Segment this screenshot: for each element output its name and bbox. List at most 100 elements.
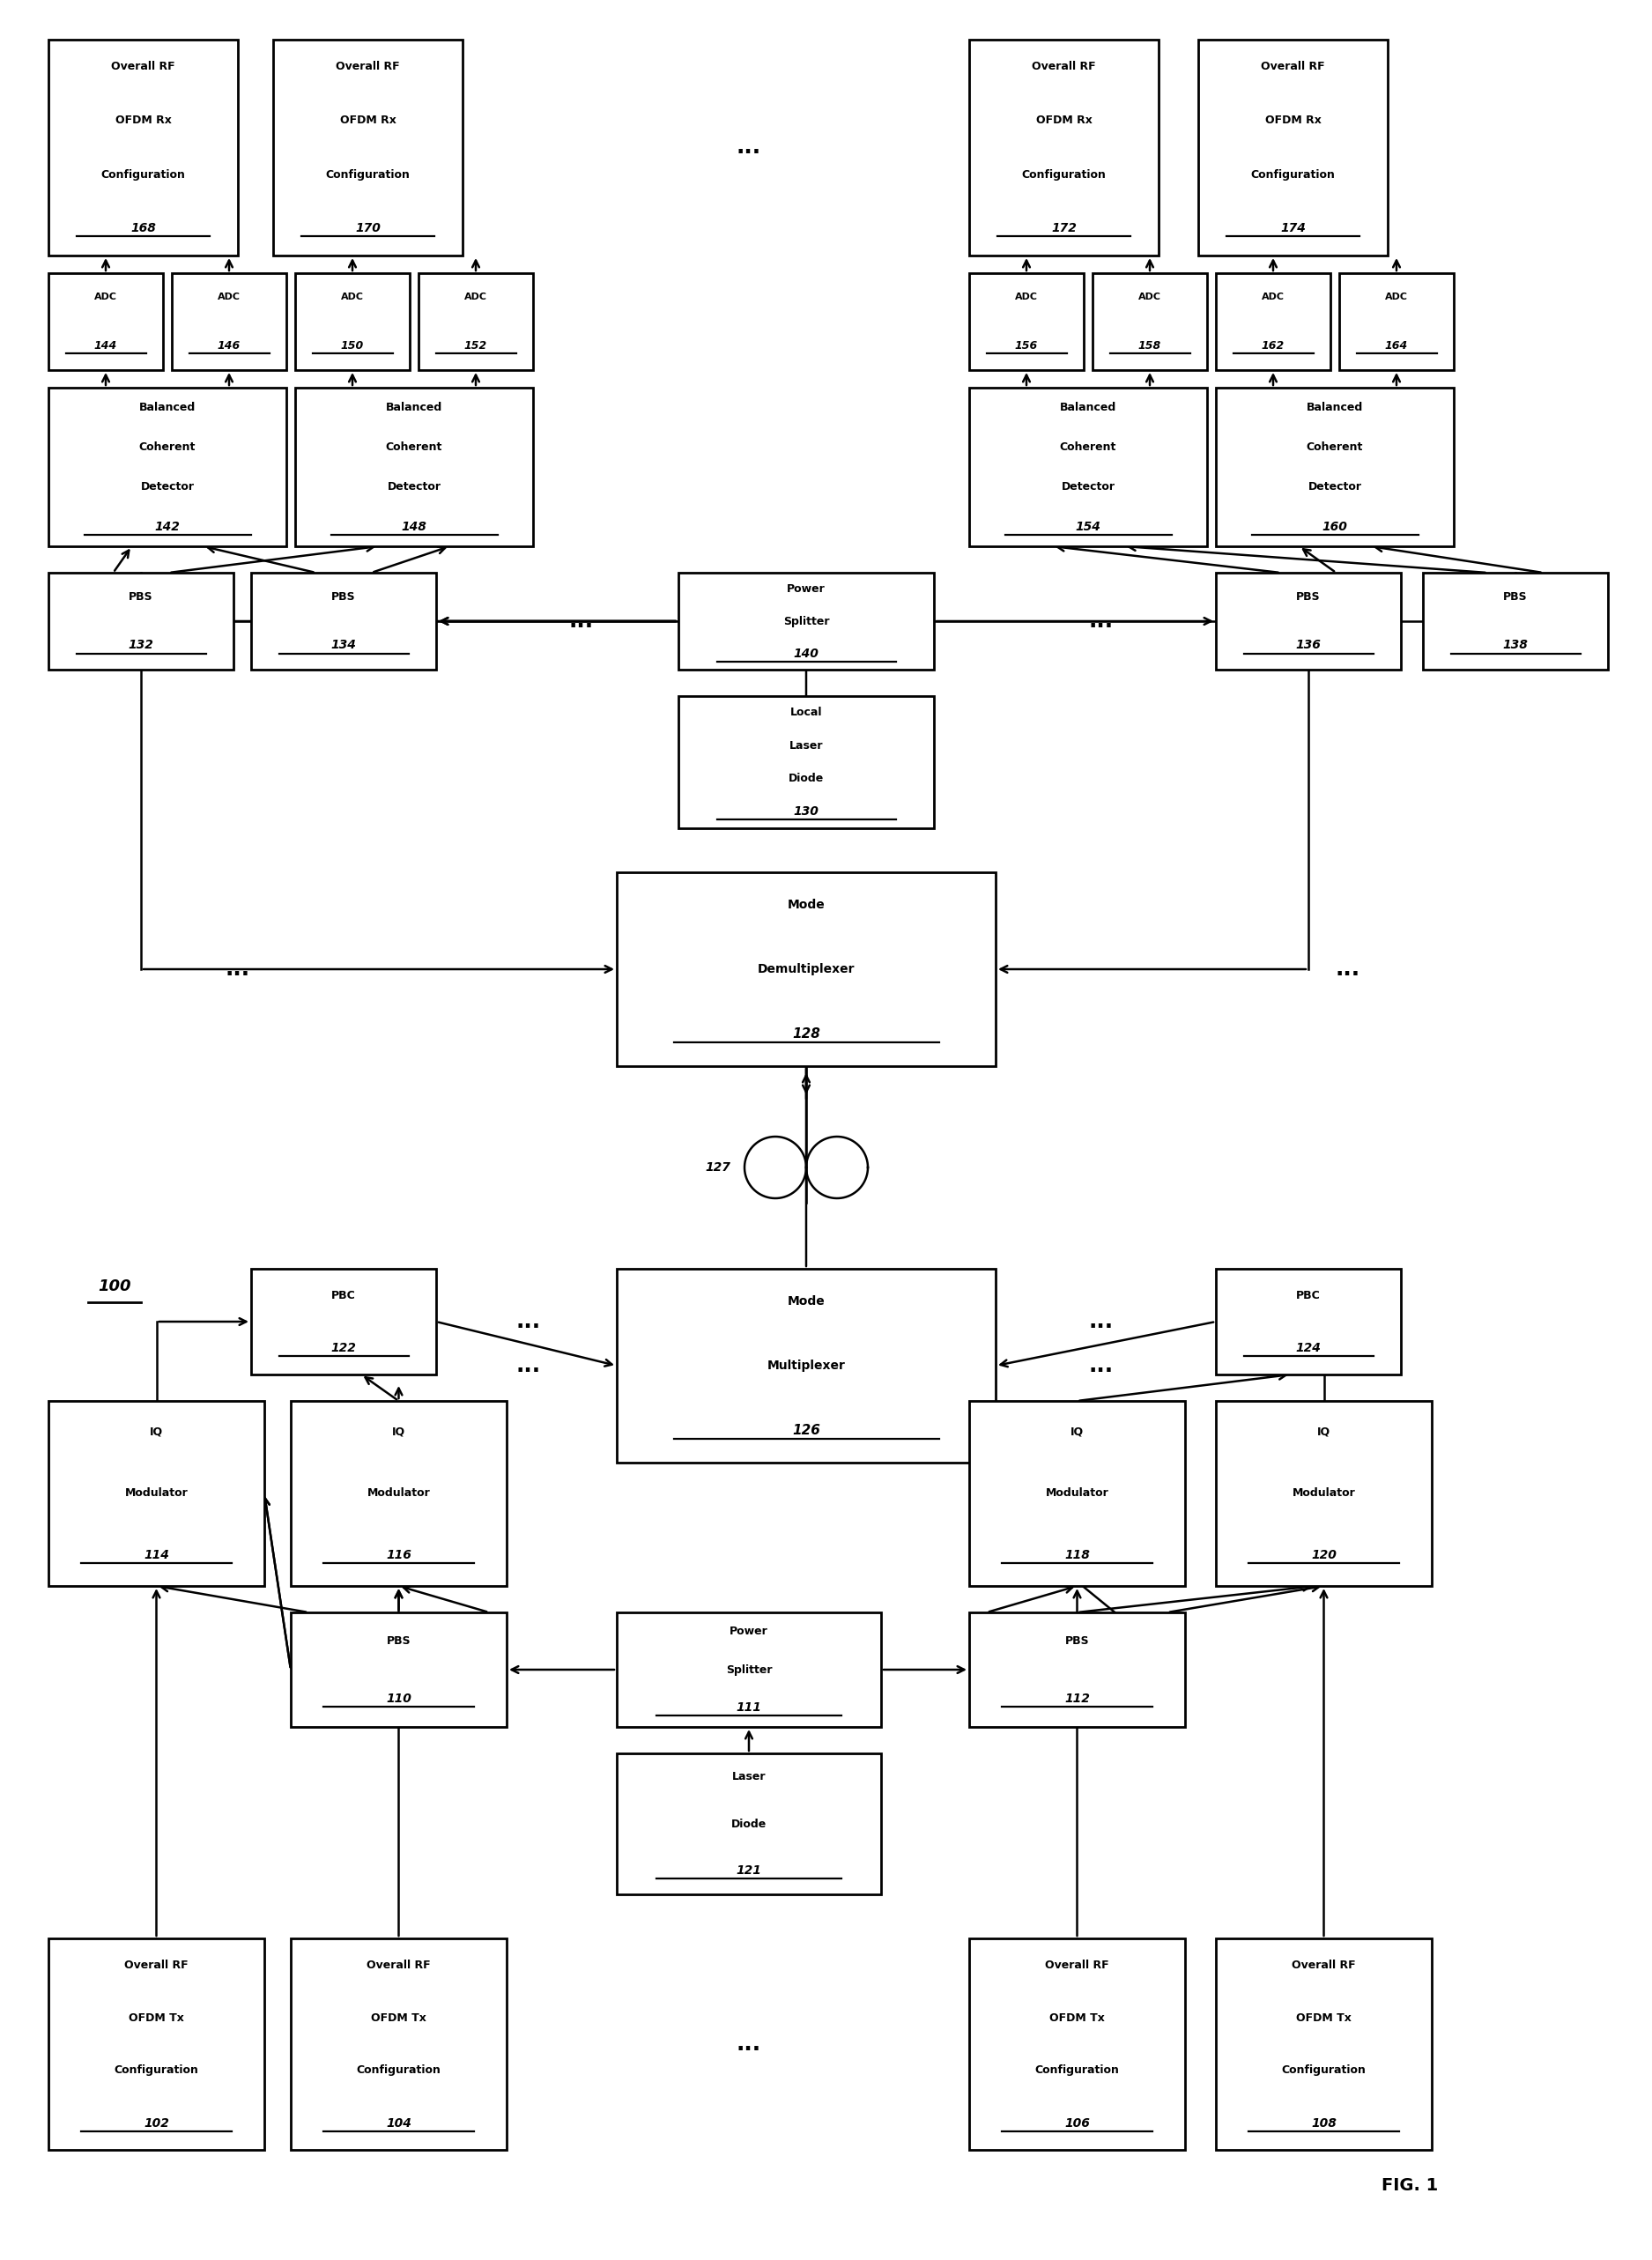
Text: ...: ... [1089,1356,1113,1376]
Text: IQ: IQ [1070,1426,1084,1437]
Bar [679,572,933,669]
Bar [1216,389,1454,547]
Text: Detector: Detector [140,481,195,493]
Text: ...: ... [1335,958,1361,981]
Text: OFDM Rx: OFDM Rx [340,115,396,127]
Text: 168: 168 [131,221,155,235]
Text: ADC: ADC [464,294,487,303]
Text: Configuration: Configuration [1021,170,1107,181]
Text: Modulator: Modulator [367,1487,430,1498]
Text: Power: Power [786,583,826,594]
Text: 128: 128 [793,1028,819,1040]
Text: 120: 120 [1312,1548,1336,1562]
Text: Balanced: Balanced [1307,402,1363,414]
Text: 150: 150 [340,339,363,353]
Bar [296,389,534,547]
Text: Modulator: Modulator [126,1487,188,1498]
Text: 138: 138 [1503,640,1528,651]
Bar [970,389,1208,547]
Text: ...: ... [568,610,595,633]
Bar [616,1268,996,1462]
Bar [251,1268,436,1374]
Text: 154: 154 [1075,520,1100,533]
Text: Coherent: Coherent [1061,441,1117,452]
Text: Diode: Diode [788,773,824,784]
Text: Configuration: Configuration [101,170,185,181]
Text: Overall RF: Overall RF [335,61,400,72]
Bar [291,1939,507,2149]
Bar [1216,1268,1401,1374]
Text: PBS: PBS [387,1636,411,1648]
Text: 121: 121 [737,1864,762,1878]
Text: Modulator: Modulator [1046,1487,1108,1498]
Text: 111: 111 [737,1702,762,1713]
Text: Power: Power [730,1625,768,1636]
Text: 126: 126 [793,1424,819,1437]
Text: OFDM Tx: OFDM Tx [372,2011,426,2023]
Text: Detector: Detector [387,481,441,493]
Text: PBS: PBS [1066,1636,1089,1648]
Text: Overall RF: Overall RF [111,61,175,72]
Text: 174: 174 [1280,221,1305,235]
Text: 110: 110 [387,1693,411,1704]
Text: Configuration: Configuration [325,170,410,181]
Text: Modulator: Modulator [1292,1487,1355,1498]
Text: PBC: PBC [332,1290,355,1302]
Bar [1216,1401,1432,1587]
Text: PBS: PBS [1297,592,1320,603]
Text: ADC: ADC [94,294,117,303]
Text: PBC: PBC [1297,1290,1320,1302]
Text: OFDM Rx: OFDM Rx [1036,115,1092,127]
Text: 108: 108 [1312,2118,1336,2129]
Text: Mode: Mode [788,1295,824,1306]
Bar [291,1611,507,1727]
Bar [296,273,410,371]
Text: 114: 114 [144,1548,169,1562]
Text: FIG. 1: FIG. 1 [1381,2176,1437,2194]
Text: Demultiplexer: Demultiplexer [758,963,854,976]
Text: Overall RF: Overall RF [1260,61,1325,72]
Bar [48,1401,264,1587]
Bar [616,1754,881,1894]
Bar [291,1401,507,1587]
Bar [1198,41,1388,255]
Text: ADC: ADC [1138,294,1161,303]
Text: 136: 136 [1295,640,1322,651]
Text: ...: ... [515,1356,542,1376]
Text: OFDM Rx: OFDM Rx [116,115,172,127]
Text: 104: 104 [387,2118,411,2129]
Bar [48,572,233,669]
Text: Coherent: Coherent [1307,441,1363,452]
Text: 146: 146 [218,339,241,353]
Text: 164: 164 [1384,339,1408,353]
Text: Coherent: Coherent [139,441,197,452]
Text: PBS: PBS [1503,592,1528,603]
Text: ADC: ADC [218,294,241,303]
Text: Configuration: Configuration [1251,170,1335,181]
Text: PBS: PBS [332,592,355,603]
Bar [1216,572,1401,669]
Bar [1340,273,1454,371]
Text: ADC: ADC [340,294,363,303]
Text: Detector: Detector [1061,481,1115,493]
Text: Configuration: Configuration [1034,2066,1120,2077]
Text: IQ: IQ [150,1426,164,1437]
Bar [273,41,463,255]
Text: 102: 102 [144,2118,169,2129]
Text: 122: 122 [330,1342,357,1354]
Bar [1422,572,1607,669]
Text: 160: 160 [1322,520,1348,533]
Text: ...: ... [1089,1311,1113,1331]
Text: 132: 132 [129,640,154,651]
Text: ...: ... [737,138,762,158]
Text: Overall RF: Overall RF [1292,1959,1356,1971]
Text: 156: 156 [1014,339,1037,353]
Bar [1092,273,1208,371]
Text: Configuration: Configuration [357,2066,441,2077]
Text: 172: 172 [1051,221,1077,235]
Text: ...: ... [225,958,251,981]
Text: 152: 152 [464,339,487,353]
Text: Overall RF: Overall RF [124,1959,188,1971]
Text: 112: 112 [1064,1693,1090,1704]
Text: ...: ... [1089,610,1113,633]
